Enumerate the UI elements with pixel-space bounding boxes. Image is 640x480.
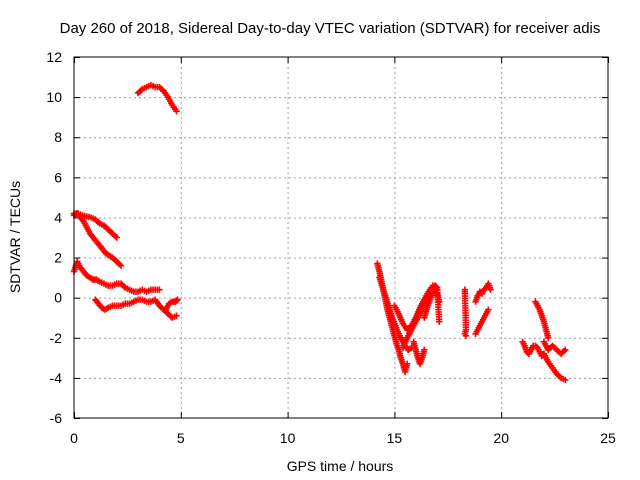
series-arc-13	[461, 286, 470, 339]
series-arc-15	[472, 306, 492, 337]
data-point	[421, 346, 428, 354]
y-tick-label: 2	[54, 250, 62, 266]
series-arc-2	[70, 210, 125, 269]
data-point-marker	[173, 297, 180, 304]
y-tick-label: -2	[50, 330, 63, 346]
data-point	[173, 312, 180, 319]
data-point	[117, 262, 125, 269]
series-arc-11	[410, 338, 428, 368]
x-tick-label: 20	[493, 430, 509, 446]
series-arc-18	[540, 350, 569, 384]
x-tick-label: 25	[600, 430, 616, 446]
x-tick-labels: 0 5 10 15 20 25	[70, 430, 616, 446]
x-tick-label: 10	[280, 430, 296, 446]
y-tick-label: 8	[54, 129, 62, 145]
plot-frame	[73, 56, 609, 419]
data-point	[462, 332, 470, 339]
data-point	[174, 296, 181, 303]
series-arc-4	[92, 296, 180, 321]
series-arc-12	[421, 282, 443, 325]
y-tick-labels: -6 -4 -2 0 2 4 6 8 10 12	[46, 49, 62, 426]
data-point-marker	[432, 283, 440, 290]
series-arc-19	[540, 338, 569, 358]
x-tick-label: 5	[177, 430, 185, 446]
y-tick-label: 12	[46, 49, 62, 65]
data-point	[544, 334, 552, 341]
series-arc-14	[472, 280, 494, 305]
data-point	[487, 286, 494, 293]
x-axis-title: GPS time / hours	[287, 458, 394, 474]
series-arc-17	[532, 298, 552, 341]
series-arc-8	[376, 274, 415, 354]
axis-ticks	[74, 57, 609, 419]
data-point	[562, 376, 569, 384]
y-tick-label: -4	[50, 370, 63, 386]
data-point	[562, 346, 569, 354]
y-tick-label: 6	[54, 169, 62, 185]
data-point	[173, 107, 180, 115]
y-tick-label: -6	[50, 410, 63, 426]
data-point	[404, 360, 411, 368]
series-arc-5	[162, 296, 181, 313]
data-point	[113, 234, 120, 241]
data-point	[436, 318, 443, 325]
grid-lines	[74, 57, 608, 418]
series-arc-6	[134, 81, 180, 115]
y-axis-title: SDTVAR / TECUs	[7, 181, 23, 293]
data-point	[485, 306, 492, 313]
data-points	[70, 81, 569, 384]
y-tick-label: 0	[54, 290, 62, 306]
x-tick-label: 0	[70, 430, 78, 446]
y-tick-label: 4	[54, 209, 62, 225]
x-tick-label: 15	[387, 430, 403, 446]
chart-title: Day 260 of 2018, Sidereal Day-to-day VTE…	[60, 20, 601, 37]
data-point	[156, 286, 163, 293]
y-tick-label: 10	[46, 89, 62, 105]
